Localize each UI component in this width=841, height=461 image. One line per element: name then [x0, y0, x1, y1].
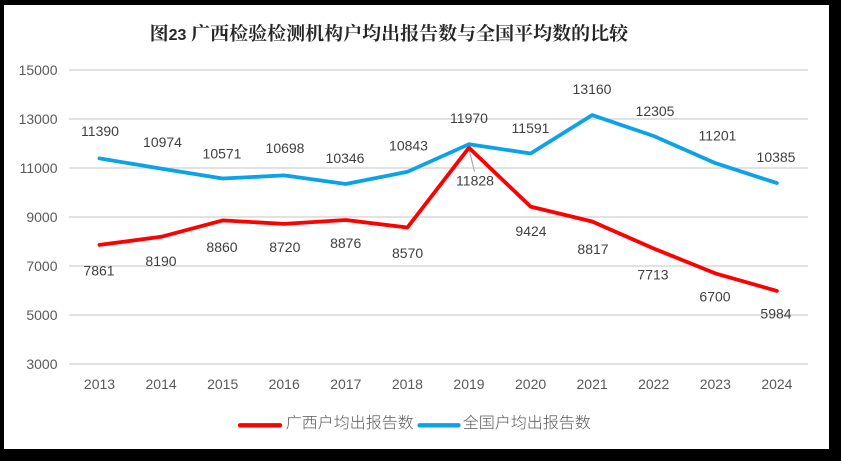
svg-text:5984: 5984 [760, 306, 791, 322]
svg-text:9000: 9000 [26, 209, 57, 225]
svg-text:2016: 2016 [269, 376, 300, 392]
svg-text:11970: 11970 [450, 110, 488, 126]
svg-text:2020: 2020 [515, 376, 546, 392]
svg-text:23: 23 [169, 27, 187, 44]
svg-text:2013: 2013 [84, 376, 115, 392]
svg-text:9424: 9424 [515, 223, 546, 239]
svg-text:13000: 13000 [19, 111, 58, 127]
svg-text:7713: 7713 [637, 266, 668, 282]
svg-text:7861: 7861 [83, 263, 114, 279]
svg-text:2018: 2018 [392, 376, 423, 392]
svg-text:8570: 8570 [392, 245, 423, 261]
svg-text:2024: 2024 [761, 376, 792, 392]
svg-text:6700: 6700 [699, 288, 730, 304]
svg-text:10571: 10571 [203, 146, 242, 162]
svg-text:12305: 12305 [636, 103, 675, 119]
svg-text:11591: 11591 [512, 120, 550, 136]
svg-text:2022: 2022 [638, 376, 669, 392]
svg-text:3000: 3000 [26, 356, 57, 372]
svg-text:8860: 8860 [206, 239, 237, 255]
svg-text:10385: 10385 [757, 149, 796, 165]
svg-text:8817: 8817 [577, 241, 608, 257]
svg-text:5000: 5000 [26, 307, 57, 323]
svg-text:13160: 13160 [573, 81, 612, 97]
svg-text:8720: 8720 [269, 239, 300, 255]
svg-text:11201: 11201 [699, 128, 737, 144]
svg-text:2014: 2014 [146, 376, 177, 392]
svg-text:10974: 10974 [143, 134, 182, 150]
svg-text:2023: 2023 [700, 376, 731, 392]
svg-text:7000: 7000 [26, 258, 57, 274]
svg-text:15000: 15000 [19, 62, 58, 78]
svg-text:2021: 2021 [577, 376, 608, 392]
svg-text:10843: 10843 [389, 138, 428, 154]
svg-text:11390: 11390 [81, 123, 119, 139]
svg-text:11000: 11000 [20, 160, 58, 176]
svg-text:8876: 8876 [330, 235, 361, 251]
svg-text:2019: 2019 [453, 376, 484, 392]
svg-text:2015: 2015 [207, 376, 238, 392]
svg-text:8190: 8190 [145, 253, 176, 269]
svg-text:10698: 10698 [266, 140, 305, 156]
svg-text:2017: 2017 [330, 376, 361, 392]
svg-text:10346: 10346 [326, 150, 365, 166]
svg-text:11828: 11828 [456, 172, 494, 188]
